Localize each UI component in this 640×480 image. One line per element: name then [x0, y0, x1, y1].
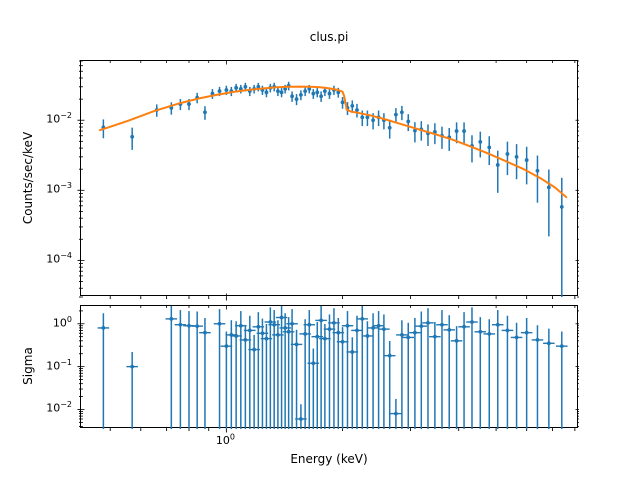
page-title: clus.pi	[309, 30, 349, 44]
data-series-data	[101, 81, 564, 297]
xtick-label-0: 100	[215, 432, 235, 447]
residual-axes: Sigma	[21, 305, 579, 433]
x-axis-label: Energy (keV)	[290, 452, 368, 466]
spectrum-ytick-label-2: 10−4	[46, 251, 72, 266]
spectrum-ytick-label-0: 10−2	[46, 111, 72, 126]
model-curve	[98, 85, 568, 199]
spectrum-plot-area	[77, 60, 579, 301]
residual-ytick-label-0: 100	[52, 314, 72, 330]
residual-ytick-label-2: 10−2	[46, 400, 72, 415]
spectrum-ytick-label-1: 10−3	[46, 181, 72, 196]
spectrum-axes: Counts/sec/keV	[21, 60, 579, 301]
residual-ytick-label-1: 10−1	[46, 357, 72, 373]
residual-series	[97, 306, 568, 429]
residual-plot-area	[77, 306, 579, 433]
